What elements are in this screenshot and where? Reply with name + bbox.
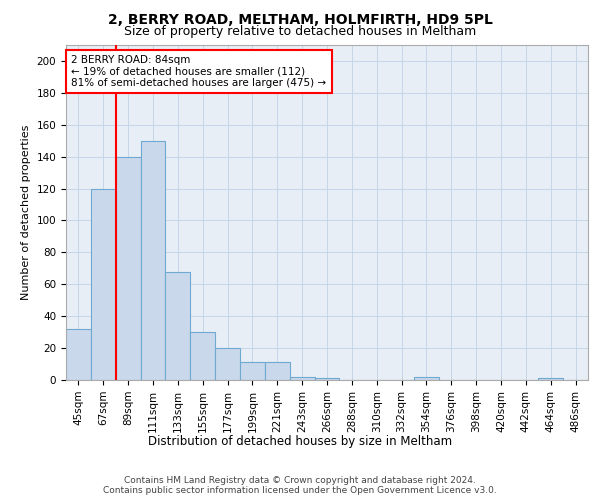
Bar [66, 329, 91, 380]
Bar [140, 140, 166, 380]
Text: 2, BERRY ROAD, MELTHAM, HOLMFIRTH, HD9 5PL: 2, BERRY ROAD, MELTHAM, HOLMFIRTH, HD9 5… [107, 12, 493, 26]
Bar [538, 378, 563, 380]
Text: 2 BERRY ROAD: 84sqm
← 19% of detached houses are smaller (112)
81% of semi-detac: 2 BERRY ROAD: 84sqm ← 19% of detached ho… [71, 55, 326, 88]
Text: Contains HM Land Registry data © Crown copyright and database right 2024.
Contai: Contains HM Land Registry data © Crown c… [103, 476, 497, 495]
Bar [215, 348, 240, 380]
Text: Distribution of detached houses by size in Meltham: Distribution of detached houses by size … [148, 435, 452, 448]
Bar [240, 362, 265, 380]
Text: Size of property relative to detached houses in Meltham: Size of property relative to detached ho… [124, 25, 476, 38]
Y-axis label: Number of detached properties: Number of detached properties [21, 125, 31, 300]
Bar [265, 362, 290, 380]
Bar [166, 272, 190, 380]
Bar [190, 332, 215, 380]
Bar [290, 377, 314, 380]
Bar [116, 156, 140, 380]
Bar [91, 188, 116, 380]
Bar [414, 377, 439, 380]
Bar [314, 378, 340, 380]
